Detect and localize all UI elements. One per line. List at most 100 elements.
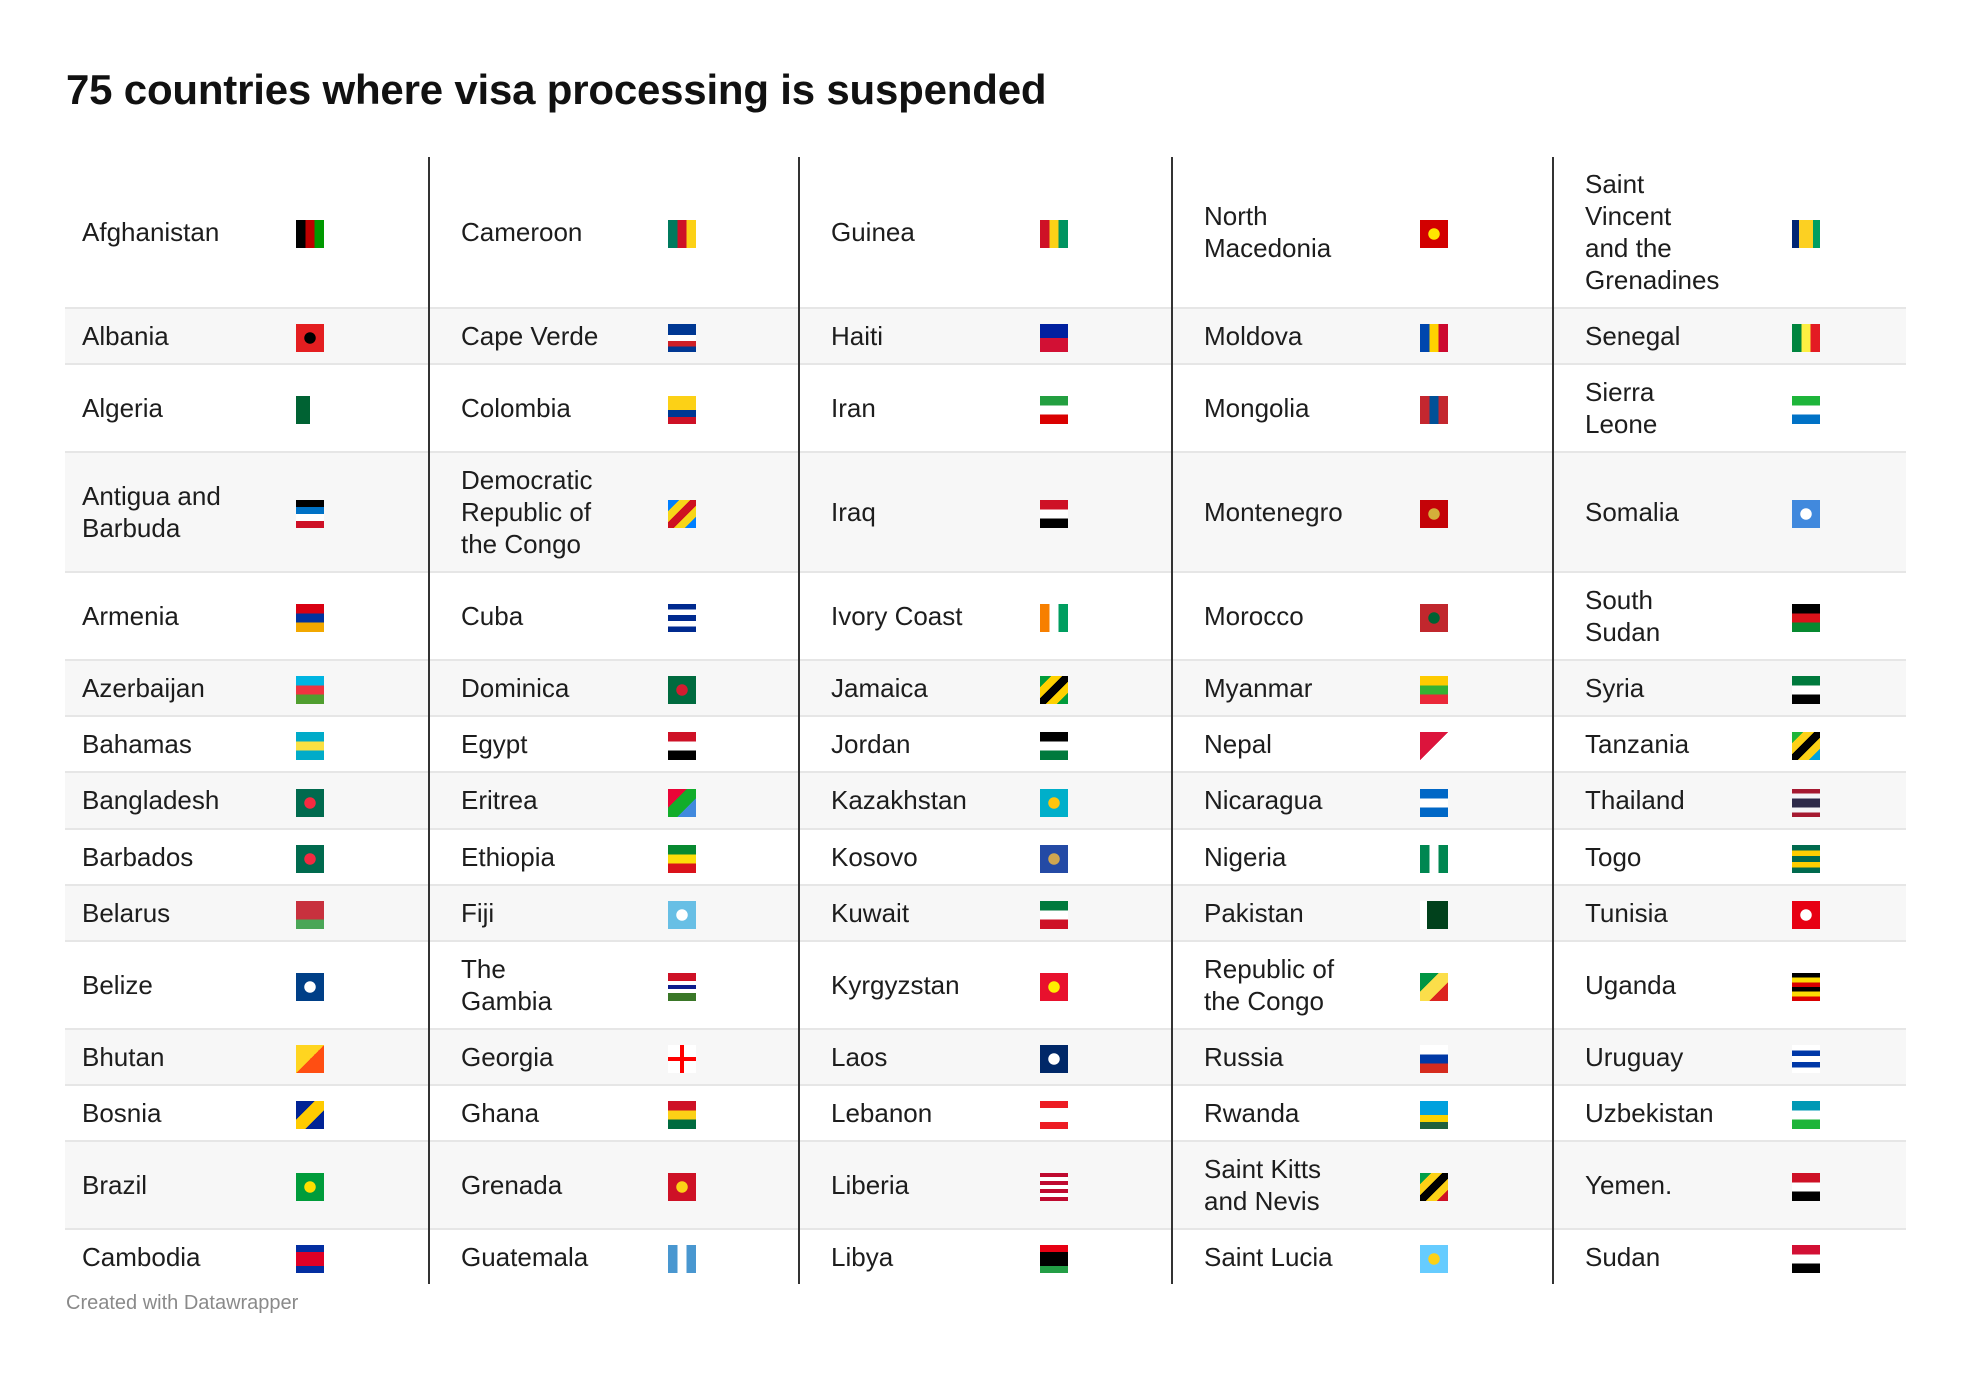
country-name: Bangladesh [65,772,296,829]
flag-cell [1040,452,1172,573]
country-name: Belize [82,969,153,1000]
flag-cell [1040,1085,1172,1141]
country-name: Yemen. [1552,1141,1792,1229]
country-name: North Macedonia [1171,157,1420,308]
flag-icon [1420,972,1448,1001]
flag-icon [1792,324,1820,353]
country-name: Myanmar [1171,660,1420,717]
table-row: Cambodia Guatemala Libya Saint Lucia Sudan [65,1229,1906,1285]
flag-cell [296,157,429,308]
flag-icon [1040,500,1068,529]
table-row: Brazil Grenada Liberia Saint Kitts and Nevi… [65,1141,1906,1229]
country-name: Cameroon [428,157,668,308]
flag-cell [1792,308,1906,365]
flag-cell [668,660,799,717]
table-row: Bhutan Georgia Laos Russia Uruguay [65,1028,1906,1085]
flag-icon [1040,604,1068,633]
flag-cell [1420,308,1553,365]
flag-icon [1040,844,1068,873]
country-name: Uganda [1552,940,1792,1029]
country-name: Iraq [798,452,1040,573]
flag-icon [296,900,324,929]
flag-cell [668,364,799,452]
flag-cell [1040,941,1172,1029]
flag-icon [1420,788,1448,817]
flag-cell [1792,452,1906,573]
country-name: Togo [1552,828,1792,885]
country-name: Dominica [428,660,668,717]
flag-icon [296,788,324,817]
country-name: Montenegro [1171,452,1420,573]
country-name: Saint Vincent and the Grenadines [1552,157,1792,308]
country-name: Guatemala [428,1229,668,1285]
flag-icon [1420,1173,1448,1202]
flag-cell [668,452,799,573]
flag-cell [296,364,429,452]
flag-cell [1420,884,1553,941]
country-name: Kazakhstan [798,772,1040,829]
country-name: Haiti [798,308,1040,365]
flag-icon [668,500,696,529]
country-name: Saint Lucia [1171,1229,1420,1285]
flag-cell [1040,1229,1172,1284]
flag-cell [668,829,799,885]
flag-cell [1040,716,1172,772]
flag-cell [1040,157,1172,308]
table-row: Azerbaijan Dominica Jamaica Myanmar Syria [65,660,1906,717]
flag-cell [296,1085,429,1141]
flag-cell [1792,941,1906,1029]
flag-icon [1792,1245,1820,1274]
flag-cell [296,1028,429,1085]
flag-cell [296,829,429,885]
country-name: Senegal [1552,308,1792,365]
flag-icon [1040,788,1068,817]
country-name: Morocco [1171,572,1420,661]
flag-icon [1792,676,1820,705]
country-name: Pakistan [1171,884,1420,941]
table-row: Bosnia Ghana Lebanon Rwanda Uzbekistan [65,1084,1906,1141]
flag-icon [296,396,324,425]
flag-cell [1040,660,1172,717]
country-name: Rwanda [1171,1084,1420,1141]
flag-cell [1420,941,1553,1029]
flag-icon [1420,1245,1448,1274]
flag-icon [296,324,324,353]
country-name: Guinea [798,157,1040,308]
country-name: Bhutan [65,1028,296,1085]
flag-cell [668,308,799,365]
chart-title: 75 countries where visa processing is su… [66,66,1047,113]
country-name: Republic of the Congo [1171,940,1420,1029]
table-row: Belize The Gambia Kyrgyzstan Republic of th… [65,940,1906,1029]
flag-cell [1420,1085,1553,1141]
country-name: Iran [798,364,1040,453]
country-name: Jamaica [798,660,1040,717]
flag-cell [668,1229,799,1284]
country-name: Armenia [82,601,179,632]
flag-cell [1420,1229,1553,1284]
country-name: Cape Verde [428,308,668,365]
flag-icon [296,1245,324,1274]
country-name: Nicaragua [1171,772,1420,829]
flag-icon [1420,220,1448,249]
flag-cell [1040,884,1172,941]
country-name: Nepal [1171,716,1420,773]
flag-icon [296,220,324,249]
flag-icon [668,324,696,353]
country-name: Grenada [428,1141,668,1229]
flag-icon [1792,788,1820,817]
flag-icon [668,220,696,249]
flag-cell [668,1028,799,1085]
flag-icon [1792,732,1820,761]
country-name: Lebanon [798,1084,1040,1141]
flag-icon [1420,676,1448,705]
flag-icon [668,396,696,425]
flag-icon [1792,604,1820,633]
country-name: Somalia [1552,452,1792,573]
country-name: Ivory Coast [798,572,1040,661]
country-name: Fiji [428,884,668,941]
country-name: Russia [1171,1028,1420,1085]
flag-icon [668,676,696,705]
flag-icon [1040,900,1068,929]
flag-cell [1040,572,1172,660]
table-row: Albania Cape Verde Haiti Moldova Senegal [65,308,1906,365]
